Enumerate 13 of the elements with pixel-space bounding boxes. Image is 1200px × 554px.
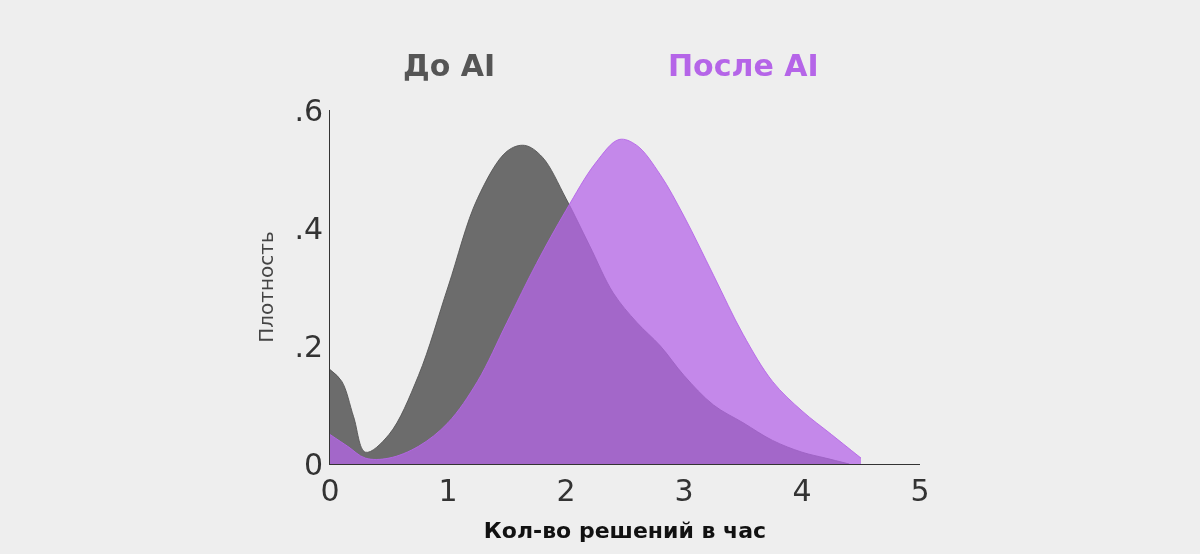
- x-tick-label: 3: [674, 473, 694, 508]
- y-tick-label: .2: [294, 328, 323, 364]
- x-tick-label: 4: [792, 473, 812, 508]
- y-tick-label: .4: [294, 210, 323, 246]
- x-tick-label: 1: [438, 473, 458, 508]
- x-tick-label: 2: [556, 473, 576, 508]
- text: До AI: [403, 48, 496, 83]
- x-axis-title: Кол-во решений в час: [483, 517, 767, 543]
- y-tick-label: 0: [303, 446, 323, 482]
- y-axis-title: Плотность: [253, 231, 278, 343]
- y-tick-label: .6: [294, 92, 323, 128]
- x-tick-label: 5: [910, 473, 930, 508]
- text: После AI: [668, 48, 819, 83]
